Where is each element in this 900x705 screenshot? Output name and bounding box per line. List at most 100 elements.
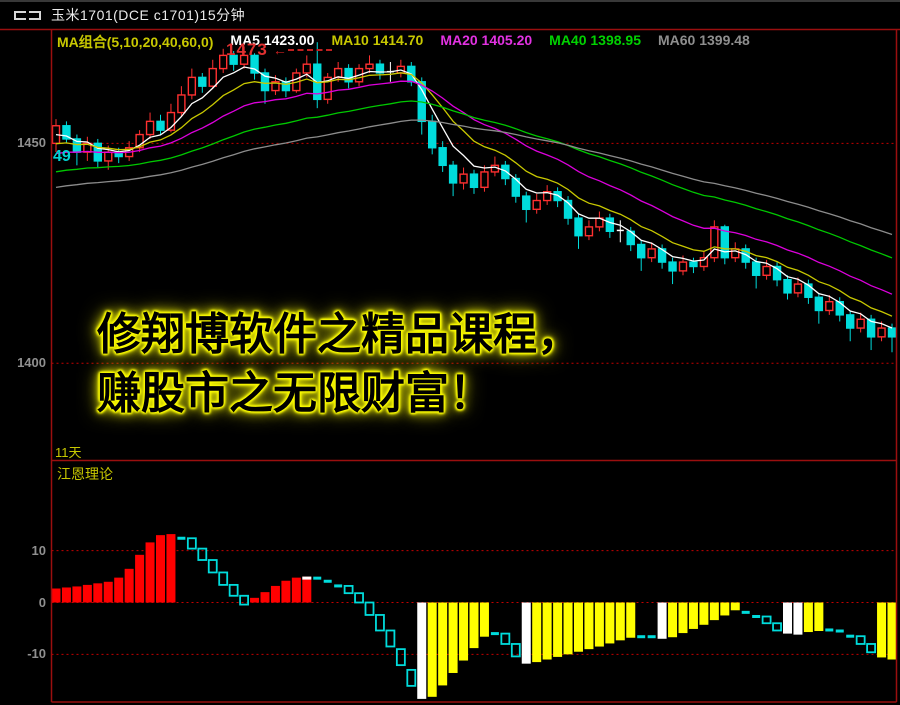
candle-body [731,248,740,259]
candle-body [260,72,270,92]
signal-marker [207,559,218,574]
candle [501,160,510,186]
signal-bar [887,602,897,660]
candle [563,196,573,225]
ma10-line [55,72,893,317]
candle [459,167,468,190]
candle [647,242,656,263]
signal-bar [114,577,124,603]
candle [689,257,698,274]
candle [741,244,750,269]
candle [292,68,301,93]
candle [574,213,583,249]
signal-marker [197,547,208,561]
candle [814,292,824,324]
candle [699,251,709,271]
signal-marker [490,632,499,636]
signal-bar [82,584,92,603]
candle-body [375,63,385,74]
candle [793,277,803,298]
ma40-line [55,100,893,259]
signal-bar [720,602,730,616]
legend-item: MA60 1399.48 [658,32,750,48]
annotation-price-text: 1473 [226,40,268,59]
candle-body [772,265,782,281]
candle-body [783,278,792,294]
candle [710,220,719,263]
ma-legend-row: MA组合(5,10,20,40,60,0) MA5 1423.00 MA10 141… [57,32,767,52]
candle-body [866,318,876,338]
candle [62,121,71,144]
candle-body [438,147,447,167]
legend-item: MA40 1398.95 [549,32,641,48]
price-annotation-1473: 1473 ← [226,40,332,60]
candle-body [323,76,332,101]
candle [595,211,604,232]
window-restore-icon[interactable] [14,10,41,20]
annotation-dashed-line [287,49,332,51]
candle-body [637,243,646,259]
candle [542,185,552,205]
candle-body [804,283,813,298]
candle [218,48,228,73]
signal-marker [334,584,343,588]
candle-body [208,67,217,87]
candle [469,169,479,194]
signal-bar [61,587,71,603]
signal-bar [438,602,448,686]
candle-body [877,327,886,338]
candle-body [741,248,750,263]
signal-bar [657,602,667,639]
candle-body [710,226,719,259]
signal-marker [313,576,322,580]
signal-marker [385,629,396,648]
candle [605,213,615,238]
signal-bar [291,577,301,603]
candle-body [177,94,186,114]
signal-bar [699,602,709,625]
candles-group [51,42,897,353]
candle [877,321,886,342]
signal-bar [156,535,165,603]
signal-bar [145,542,155,603]
candle [772,262,782,287]
signal-bar [542,602,552,660]
signal-bar [814,602,824,632]
candle-body [428,120,437,149]
legend-item: MA10 1414.70 [331,32,424,48]
candle-body [720,226,729,259]
candle [208,59,217,89]
candle [344,64,353,89]
candle [281,77,291,98]
candle-body [250,54,259,74]
signal-bar [250,597,260,603]
candle-body [448,164,458,184]
ma60-line [55,119,893,236]
candle [93,138,103,168]
ma-lines-group [55,66,893,329]
signal-bar [877,602,887,658]
signal-bar [260,592,270,603]
candle-body [668,261,677,272]
signal-bar [803,602,813,633]
candle-body [856,318,865,329]
signal-bar-white-cap [302,576,312,580]
signal-bar [793,602,803,635]
candle-body [218,54,228,70]
candle-body [365,63,374,70]
signal-bar [668,602,678,638]
candle [511,174,520,203]
signal-marker [772,622,782,632]
candle [637,240,646,271]
signal-marker [239,594,250,606]
candle [887,323,897,353]
y-axis-label: 1400 [17,355,46,371]
candle [375,59,385,80]
signal-bar [709,602,719,621]
candle-body [480,171,489,189]
signal-bar [103,581,113,603]
candle [438,141,447,172]
candle [668,257,677,285]
